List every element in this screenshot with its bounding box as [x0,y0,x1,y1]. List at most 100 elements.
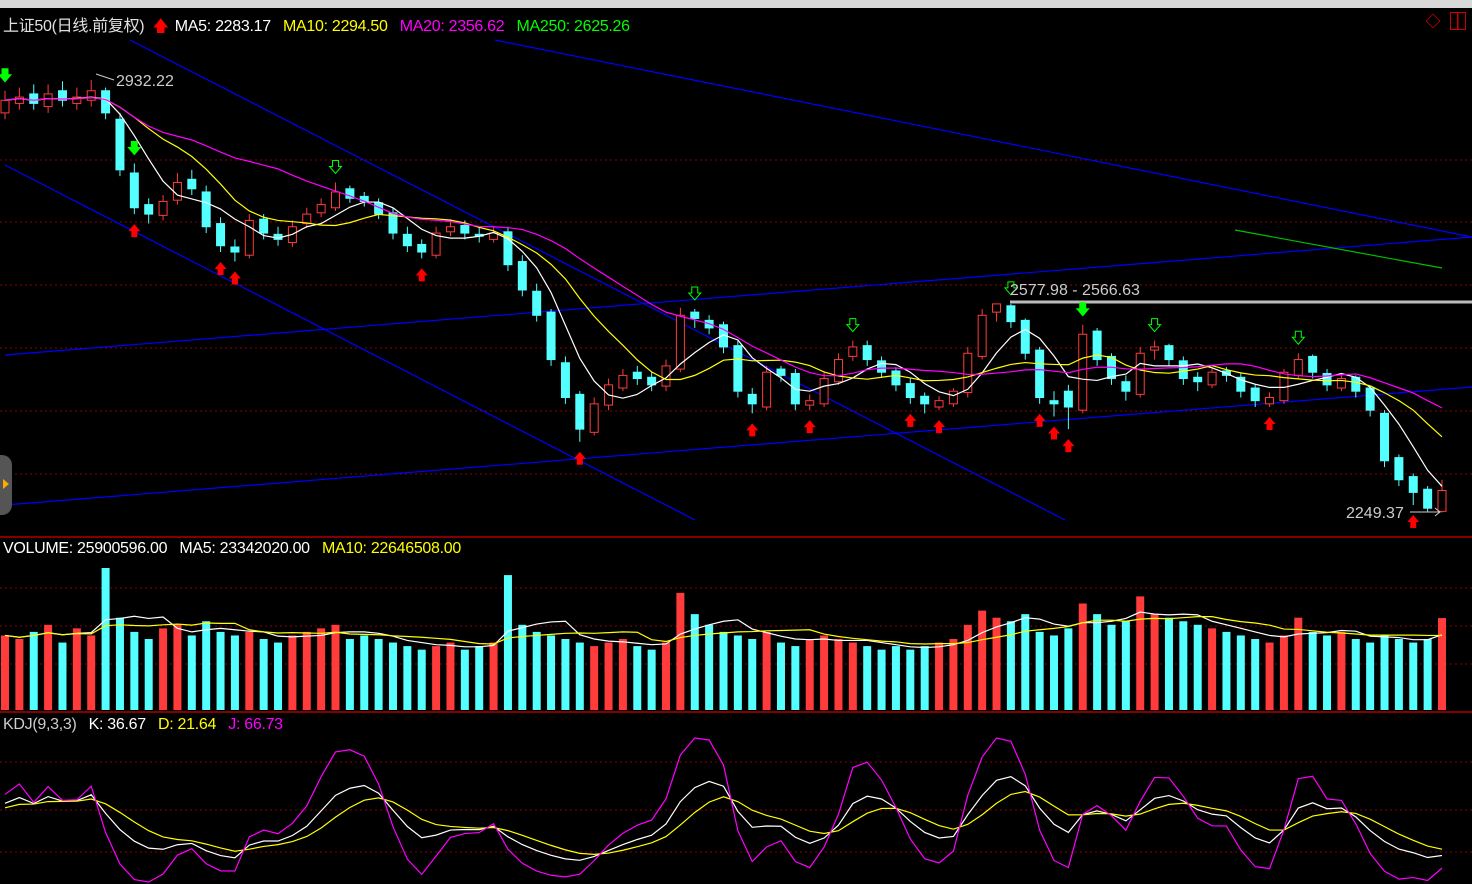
ma20-label: MA20: 2356.62 [399,18,505,35]
volume-bar [662,642,671,710]
candle-up [819,378,829,405]
candle-down [345,188,355,199]
volume-bar [920,646,929,710]
candle-down [560,362,570,399]
volume-bar [388,642,397,710]
buy-arrow-icon [1407,515,1420,529]
volume-bar [1409,642,1418,710]
candle-down [144,204,154,215]
volume-bar [159,628,168,710]
candle-down [417,243,427,253]
candle-down [460,224,470,234]
volume-bar [532,631,541,710]
kdj-d-line [4,790,1443,855]
candle-up [1437,489,1447,512]
volume-bar [230,635,239,710]
candle-down [1394,457,1404,481]
volume-bar [216,631,225,710]
candle-up [963,352,973,393]
candle-up [1265,397,1275,405]
sell-arrow-icon [1075,302,1090,317]
buy-arrow-icon [1033,413,1046,427]
candle-down [1408,476,1418,493]
volume-bar [647,649,656,710]
buy-arrow-icon [904,413,917,427]
candle-down [1020,319,1030,354]
buy-arrow-icon [803,420,816,434]
buy-arrow-icon [746,423,759,437]
candle-up [805,400,815,406]
candle-up [244,219,254,256]
volume-bar [834,639,843,710]
candle-down [57,90,67,101]
candle-up [445,226,455,233]
candle-up [934,400,944,408]
trend-line [4,164,696,521]
candle-up [72,96,82,104]
candle-up [1207,371,1217,386]
volume-bar [935,642,944,710]
volume-bar [963,624,972,710]
candle-down [503,231,513,266]
candle-down [920,395,930,405]
volume-bar [992,617,1001,710]
sell-arrow-icon [127,140,142,156]
kdj-j-line [4,737,1443,883]
kdj-j-label: J: 66.73 [228,716,283,733]
candle-down [905,383,915,399]
candle-down [776,368,786,376]
candle-down [402,233,412,247]
candle-down [632,371,642,380]
candle-down [115,118,125,171]
volume-bar [115,617,124,710]
price-header: 上证50(日线.前复权) 🡅 MA5: 2283.17 MA10: 2294.5… [3,12,638,42]
volume-bar [1050,635,1059,710]
volume-bar [1179,621,1188,710]
volume-bar [1121,621,1130,710]
volume-bar [331,624,340,710]
trend-line [129,39,1066,521]
candle-down [259,218,269,234]
trend-line [1234,229,1443,269]
volume-bar [906,649,915,710]
candle-down [575,393,585,430]
trend-line [494,39,1472,238]
side-panel-handle[interactable] [0,455,12,515]
volume-bar [1351,639,1360,710]
volume-bar [288,635,297,710]
candle-down [1380,412,1390,462]
volume-ma5-label: MA5: 23342020.00 [179,540,310,557]
candle-down [1092,330,1102,361]
candle-up [977,314,987,357]
candle-up [0,99,10,114]
candle-down [1035,349,1045,399]
low-pointer [1410,507,1441,517]
volume-bar [173,624,182,710]
candle-up [172,181,182,201]
index-title: 上证50(日线.前复权) [3,18,145,35]
volume-bar [360,635,369,710]
volume-bar [590,646,599,710]
volume-bar [561,639,570,710]
candle-down [690,311,700,319]
candle-down [1049,400,1059,405]
candle-up [1078,333,1088,411]
volume-bar [676,592,685,710]
sell-arrow-icon [328,159,343,175]
volume-bar [403,646,412,710]
candle-up [14,96,24,104]
candle-down [733,345,743,392]
candle-down [1121,381,1131,392]
candle-down [532,290,542,316]
candle-down [1193,376,1203,383]
volume-bar [604,642,613,710]
ma20-line [4,96,1443,409]
volume-bar [259,639,268,710]
layout-toggle-icon[interactable] [1450,12,1466,30]
volume-bar [1236,635,1245,710]
candle-up [86,90,96,101]
volume-bar [1164,617,1173,710]
volume-bar [748,639,757,710]
